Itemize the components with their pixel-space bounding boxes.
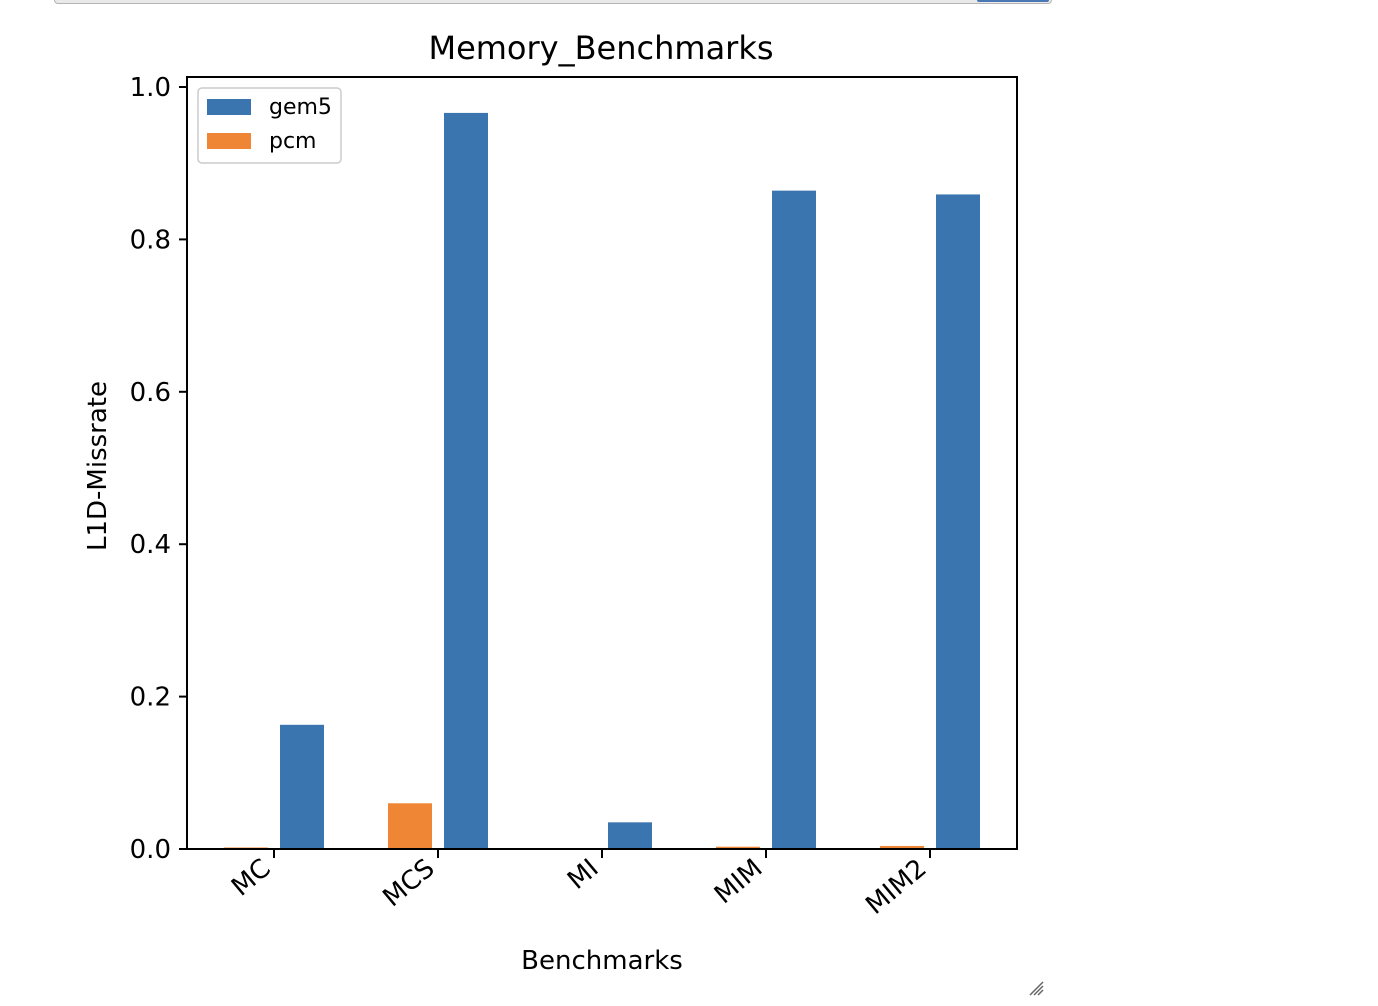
y-tick-label: 0.6	[130, 378, 171, 408]
y-tick-label: 0.8	[130, 225, 171, 255]
resize-grip-icon[interactable]	[1028, 980, 1044, 996]
y-tick-label: 0.2	[130, 683, 171, 713]
x-axis: MC MCS MI MIM MIM2	[226, 849, 932, 921]
bar-gem5-MIM	[772, 190, 816, 849]
legend-label-gem5: gem5	[269, 95, 332, 120]
x-tick-label: MI	[562, 853, 604, 895]
x-tick-label: MC	[226, 853, 276, 902]
y-tick-label: 1.0	[130, 73, 171, 103]
scrollbar-thumb[interactable]	[977, 0, 1049, 2]
chart-title: Memory_Benchmarks	[428, 29, 773, 67]
x-tick-label: MIM	[709, 853, 769, 910]
bar-pcm-MCS	[388, 803, 432, 849]
x-tick-label: MCS	[377, 853, 440, 913]
x-tick-label: MIM2	[860, 853, 932, 920]
bar-gem5-MC	[280, 724, 324, 849]
x-axis-label: Benchmarks	[521, 946, 683, 976]
bar-gem5-MCS	[444, 112, 488, 849]
legend: gem5 pcm	[197, 87, 342, 164]
bars-layer	[224, 112, 980, 849]
legend-swatch-gem5	[207, 99, 251, 115]
bar-gem5-MIM2	[936, 194, 980, 849]
y-tick-label: 0.4	[130, 530, 171, 560]
bar-pcm-MIM	[716, 846, 760, 849]
legend-label-pcm: pcm	[269, 129, 317, 154]
legend-swatch-pcm	[207, 133, 251, 149]
y-axis-label: L1D-Missrate	[83, 381, 113, 551]
y-axis: 0.0 0.2 0.4 0.6 0.8 1.0	[130, 73, 187, 865]
y-tick-label: 0.0	[130, 835, 171, 865]
bar-pcm-MIM2	[880, 845, 924, 849]
bar-gem5-MI	[608, 822, 652, 849]
